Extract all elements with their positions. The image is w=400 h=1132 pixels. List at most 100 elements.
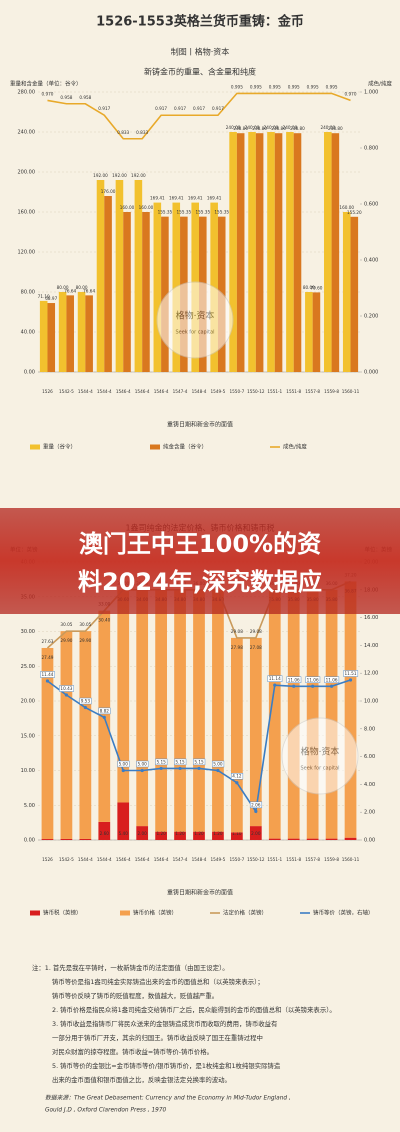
data-label: 80.00	[57, 285, 69, 290]
data-label: 9.53	[81, 699, 91, 704]
point	[329, 684, 334, 688]
point	[216, 768, 220, 773]
data-label: 27.98	[231, 645, 243, 650]
data-label: 0.995	[307, 84, 319, 89]
y2-tick-label: 0.800	[364, 146, 378, 152]
data-label-box	[343, 670, 359, 677]
data-label: 0.917	[174, 106, 186, 111]
bar	[123, 212, 131, 372]
data-label: 10.43	[60, 686, 72, 691]
x-tick-label: 1557-8	[305, 389, 320, 394]
bar	[249, 637, 262, 827]
point	[159, 766, 163, 771]
data-label-box	[174, 758, 187, 766]
data-label-box	[193, 758, 206, 766]
data-label: 76.64	[83, 288, 95, 293]
legend-label: 铸币价格（英镑）	[133, 909, 177, 917]
y2-tick-label: 6.00	[364, 754, 375, 760]
bar	[85, 295, 93, 372]
data-label: 0.995	[269, 84, 281, 89]
y-tick-label: 5.00	[24, 803, 35, 809]
bar	[41, 647, 54, 840]
data-label: 0.917	[98, 106, 110, 111]
bar	[58, 292, 67, 372]
data-label-box	[40, 671, 55, 678]
y2-tick-label: 0.200	[364, 314, 378, 320]
legend-label: 法定价格（英镑）	[223, 909, 267, 917]
data-label: 27.49	[41, 655, 53, 660]
note-line: 2. 铸币价格是指民众将1盎司纯金交给铸币厂之后，民众能得到的金币的面值总和（以…	[52, 1005, 336, 1014]
y2-tick-label: 1.000	[364, 90, 378, 96]
data-label: 238.80	[252, 126, 267, 131]
data-label-box	[249, 801, 263, 809]
x-tick-label: 1551-1	[267, 857, 282, 862]
bar	[342, 212, 351, 372]
data-label: 11.51	[345, 671, 357, 676]
data-label: 160.00	[120, 205, 135, 210]
bar	[231, 637, 243, 833]
y-tick-label: 30.00	[21, 629, 35, 635]
point	[311, 684, 315, 688]
bar	[229, 132, 237, 372]
data-label: 5.00	[119, 762, 129, 767]
data-label: 240.00	[245, 125, 260, 130]
bar	[231, 832, 243, 840]
data-label: 240.00	[283, 125, 298, 130]
bar	[79, 631, 92, 839]
point	[121, 768, 125, 773]
bar	[287, 838, 300, 840]
y-tick-label: 20.00	[21, 699, 35, 705]
data-label: 0.833	[117, 130, 129, 135]
bar	[325, 589, 338, 839]
bar	[286, 132, 294, 372]
x-tick-label: 1559-8	[324, 389, 339, 394]
bar	[293, 133, 302, 372]
data-label: 0.995	[326, 84, 338, 89]
bar	[155, 589, 167, 832]
bar	[287, 589, 300, 839]
page-title: 1526-1553英格兰货币重铸：金币	[96, 14, 304, 30]
bar	[117, 589, 130, 803]
point	[254, 809, 258, 813]
point	[235, 781, 239, 785]
data-label: 155.35	[214, 210, 229, 215]
data-label: 1.20	[194, 831, 204, 836]
bar	[193, 831, 205, 840]
note-line: 3. 铸币收益是指铸币厂将民众送来的金银铸造成货币而收取的费用，铸币收益有	[52, 1019, 277, 1028]
bar	[331, 133, 340, 372]
legend-label: 纯金含量（谷令）	[163, 443, 207, 451]
y-tick-label: 10.00	[21, 768, 35, 774]
y-tick-label: 25.00	[21, 664, 35, 670]
bar	[255, 133, 264, 372]
y-tick-label: 0.00	[24, 370, 35, 376]
banner: 澳门王中王100%的资 料2024年,深究数据应	[0, 508, 400, 614]
bar	[193, 589, 205, 832]
data-label: 27.63	[41, 639, 53, 644]
data-label: 155.20	[347, 210, 362, 215]
bar	[134, 180, 143, 372]
data-label: 5.15	[194, 759, 204, 764]
watermark-circle	[156, 281, 234, 359]
data-label: 155.35	[158, 210, 173, 215]
data-label: 5.15	[156, 759, 166, 764]
data-label: 0.995	[231, 84, 243, 89]
data-label: 2.00	[138, 831, 148, 836]
bar	[306, 589, 319, 839]
y2-tick-label: 8.00	[364, 726, 375, 732]
data-label: 0.917	[212, 106, 224, 111]
x-tick-label: 1542-5	[59, 389, 74, 394]
bar	[305, 292, 313, 372]
data-label-box	[117, 760, 130, 768]
data-label: 0.995	[250, 84, 262, 89]
y-axis-label: 重量和含金量（单位：谷令）	[10, 80, 82, 88]
x-tick-label: 1548-4	[192, 389, 207, 394]
watermark-title: 格物·资本	[301, 746, 340, 758]
data-label: 169.41	[207, 196, 222, 201]
data-label: 176.00	[101, 189, 116, 194]
bar	[104, 196, 112, 372]
data-label: 169.41	[169, 196, 184, 201]
x-tick-label: 1559-8	[324, 857, 339, 862]
y-tick-label: 120.00	[18, 250, 36, 256]
legend-swatch	[150, 444, 160, 450]
legend-label: 重量（谷令）	[43, 443, 76, 451]
